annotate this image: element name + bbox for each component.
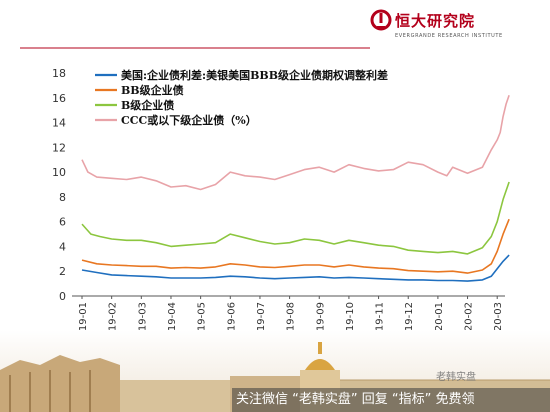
x-tick-label: 2020-01 [434, 302, 445, 344]
x-tick-label: 2019-01 [78, 302, 89, 344]
series-line-1 [81, 254, 510, 282]
y-tick-label: 4 [59, 240, 66, 253]
brand-name: 恒大研究院 [395, 12, 476, 30]
x-tick-label: 2019-03 [137, 302, 148, 344]
x-tick-label: 2019-08 [286, 302, 297, 344]
y-tick-label: 8 [59, 191, 66, 204]
x-tick-label: 2019-06 [226, 302, 237, 344]
legend-label: 美国:企业债利差:美银美国BBB级企业债期权调整利差 [121, 68, 388, 82]
watermark: 老韩实盘 [436, 372, 476, 383]
y-tick-label: 12 [52, 141, 66, 154]
x-tick-label: 2019-11 [375, 302, 386, 344]
x-tick-label: 2020-03 [493, 302, 504, 344]
x-tick-label: 2019-05 [197, 302, 208, 344]
legend-label: BB级企业债 [121, 83, 184, 97]
y-tick-label: 2 [59, 265, 66, 278]
x-tick-label: 2019-12 [404, 302, 415, 344]
y-tick-label: 18 [52, 67, 66, 80]
legend-label: CCC或以下级企业债（%） [121, 113, 257, 127]
y-tick-label: 0 [59, 290, 66, 303]
x-tick-label: 2019-02 [108, 302, 119, 344]
brand-logo-icon [370, 9, 392, 31]
y-tick-label: 10 [52, 166, 66, 179]
legend-label: B级企业债 [121, 98, 174, 112]
y-tick-label: 14 [52, 117, 66, 130]
x-tick-label: 2019-04 [167, 302, 178, 344]
y-tick-label: 16 [52, 92, 66, 105]
series-lines [81, 95, 510, 282]
series-line-4 [81, 95, 510, 191]
wechat-banner: 关注微信 “老韩实盘” 回复 “指标” 免费领 [232, 388, 550, 412]
brand-subtitle: EVERGRANDE RESEARCH INSTITUTE [395, 33, 503, 39]
x-tick-label: 2019-07 [256, 302, 267, 344]
legend: 美国:企业债利差:美银美国BBB级企业债期权调整利差BB级企业债B级企业债CCC… [95, 68, 388, 127]
brand: 恒大研究院 EVERGRANDE RESEARCH INSTITUTE [395, 10, 503, 39]
y-tick-label: 6 [59, 216, 66, 229]
x-tick-label: 2019-09 [315, 302, 326, 344]
x-tick-label: 2020-02 [464, 302, 475, 344]
series-line-3 [81, 181, 510, 255]
series-line-2 [81, 218, 510, 274]
axes: 0 2 4 6 8 10 12 14 16 18 2019-01 2019-02 2019-03 2019… [52, 67, 505, 344]
x-tick-label: 2019-10 [345, 302, 356, 344]
